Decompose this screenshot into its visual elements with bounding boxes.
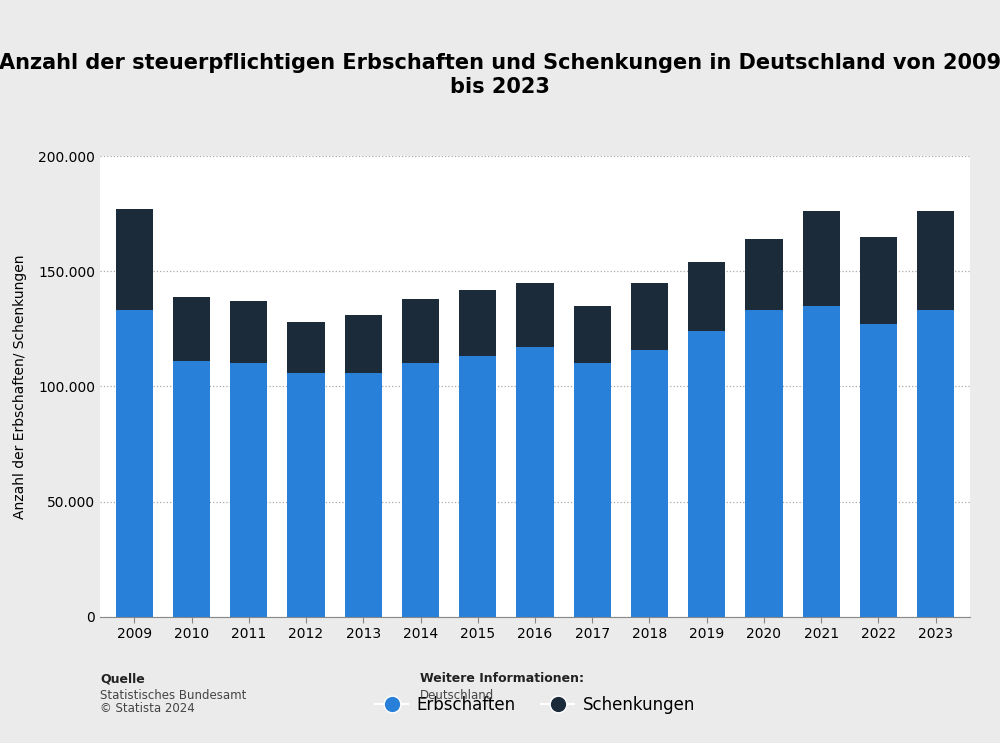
Bar [631,282,668,349]
Bar [287,322,325,372]
Text: Anzahl der steuerpflichtigen Erbschaften und Schenkungen in Deutschland von 2009: Anzahl der steuerpflichtigen Erbschaften… [0,53,1000,97]
Bar [745,311,783,617]
Bar [173,361,210,617]
Bar [516,347,554,617]
Bar [803,306,840,617]
Bar [345,372,382,617]
Bar [917,211,954,311]
Bar [345,315,382,372]
Text: Deutschland: Deutschland [420,689,494,701]
Bar [459,357,496,617]
Text: © Statista 2024: © Statista 2024 [100,702,195,715]
Bar [917,311,954,617]
Bar [631,349,668,617]
Bar [574,363,611,617]
Bar [230,301,267,363]
Y-axis label: Anzahl der Erbschaften/ Schenkungen: Anzahl der Erbschaften/ Schenkungen [13,254,27,519]
Bar [745,239,783,311]
Bar [860,236,897,324]
Legend: Erbschaften, Schenkungen: Erbschaften, Schenkungen [368,690,702,721]
Bar [516,282,554,347]
Bar [402,363,439,617]
Bar [688,331,725,617]
Bar [230,363,267,617]
Bar [860,324,897,617]
Bar [402,299,439,363]
Bar [173,296,210,361]
Bar [803,211,840,306]
Text: Quelle: Quelle [100,672,145,685]
Bar [574,306,611,363]
Bar [688,262,725,331]
Bar [116,209,153,311]
Bar [459,290,496,357]
Bar [287,372,325,617]
Bar [116,311,153,617]
Text: Weitere Informationen:: Weitere Informationen: [420,672,584,685]
Text: Statistisches Bundesamt: Statistisches Bundesamt [100,689,246,701]
